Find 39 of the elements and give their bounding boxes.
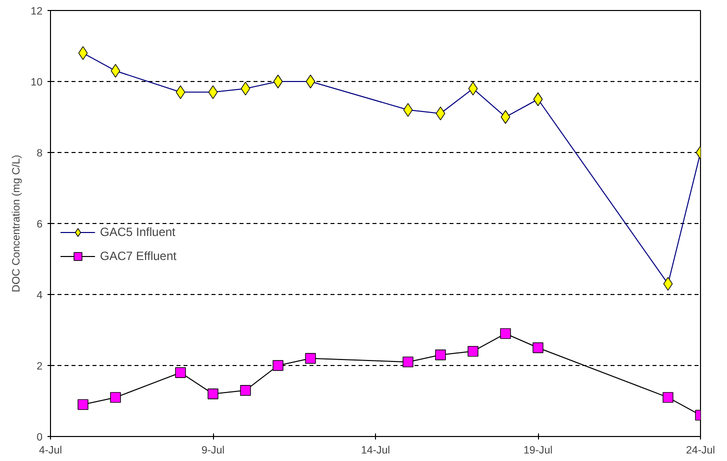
y-tick-label: 12 — [30, 6, 43, 18]
point — [78, 399, 88, 410]
x-tick-label: 19-Jul — [523, 444, 553, 456]
legend-label: GAC7 Effluent — [100, 249, 176, 263]
x-tick-label: 4-Jul — [38, 444, 62, 456]
legend-label: GAC5 Influent — [100, 225, 176, 239]
y-tick-label: 8 — [36, 148, 43, 160]
point — [273, 74, 283, 88]
y-tick-label: 0 — [36, 432, 43, 444]
point — [78, 46, 88, 60]
point — [402, 356, 414, 368]
y-axis-title: DOC Concentration (mg C/L) — [10, 154, 23, 292]
point — [110, 392, 121, 403]
point — [306, 74, 316, 88]
point — [176, 85, 186, 99]
point — [500, 110, 510, 124]
point — [468, 346, 478, 357]
point — [468, 82, 478, 96]
point — [500, 328, 511, 339]
x-tick-label: 9-Jul — [201, 444, 225, 456]
x-tick-label: 14-Jul — [360, 444, 390, 456]
point — [175, 367, 186, 378]
point — [240, 82, 250, 96]
point — [662, 392, 674, 403]
y-tick-label: 6 — [36, 218, 43, 230]
point — [272, 360, 284, 371]
point — [435, 350, 446, 360]
point — [240, 385, 251, 396]
point — [436, 106, 446, 120]
point — [305, 353, 316, 364]
y-tick-label: 4 — [36, 290, 43, 302]
point — [532, 342, 544, 354]
x-tick-label: 24-Jul — [686, 444, 716, 456]
y-tick-label: 2 — [36, 360, 43, 372]
point — [403, 103, 413, 117]
y-tick-label: 10 — [30, 76, 43, 88]
point — [208, 388, 218, 400]
point — [208, 85, 218, 99]
point — [663, 277, 673, 291]
